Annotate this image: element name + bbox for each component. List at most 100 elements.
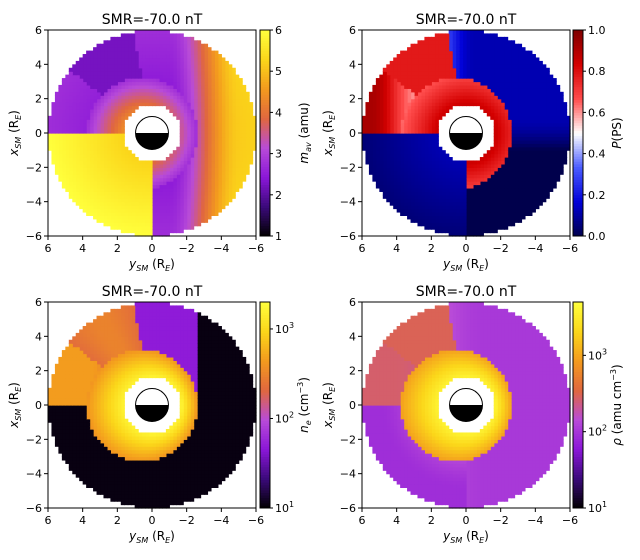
- heatmap-cell: [434, 201, 439, 206]
- heatmap-cell: [113, 170, 118, 175]
- heatmap-cell: [148, 201, 153, 206]
- heatmap-cell: [396, 198, 401, 203]
- heatmap-cell: [131, 105, 136, 110]
- heatmap-cell: [210, 95, 215, 100]
- heatmap-cell: [414, 74, 419, 79]
- heatmap-cell: [445, 153, 450, 158]
- heatmap-cell: [141, 222, 146, 227]
- heatmap-cell: [434, 170, 439, 175]
- heatmap-cell: [100, 98, 105, 103]
- heatmap-cell: [396, 129, 401, 134]
- heatmap-cell: [214, 60, 219, 65]
- heatmap-cell: [186, 198, 191, 203]
- heatmap-cell: [120, 43, 125, 48]
- heatmap-cell: [427, 91, 432, 96]
- heatmap-cell: [511, 187, 516, 192]
- heatmap-cell: [438, 222, 443, 227]
- heatmap-cell: [183, 157, 188, 162]
- heatmap-cell: [518, 167, 523, 172]
- heatmap-cell: [396, 112, 401, 117]
- heatmap-cell: [183, 201, 188, 206]
- heatmap-cell: [155, 194, 160, 199]
- heatmap-cell: [141, 71, 146, 76]
- heatmap-cell: [462, 174, 467, 179]
- heatmap-cell: [528, 91, 533, 96]
- heatmap-cell: [476, 205, 481, 210]
- heatmap-cell: [469, 67, 474, 72]
- heatmap-cell: [197, 153, 202, 158]
- heatmap-cell: [207, 108, 212, 113]
- heatmap-cell: [176, 174, 181, 179]
- heatmap-cell: [445, 187, 450, 192]
- heatmap-cell: [58, 122, 63, 127]
- heatmap-cells: [362, 30, 571, 237]
- heatmap-cell: [228, 122, 233, 127]
- heatmap-cell: [552, 119, 557, 124]
- heatmap-cell: [172, 47, 177, 52]
- heatmap-cell: [193, 153, 198, 158]
- heatmap-cell: [382, 160, 387, 165]
- heatmap-cell: [113, 215, 118, 220]
- heatmap-cell: [452, 225, 457, 230]
- heatmap-cell: [434, 146, 439, 151]
- heatmap-cell: [106, 98, 111, 103]
- heatmap-cell: [217, 177, 222, 182]
- heatmap-cell: [138, 198, 143, 203]
- heatmap-cell: [518, 133, 523, 138]
- heatmap-cell: [521, 205, 526, 210]
- heatmap-cell: [549, 95, 554, 100]
- heatmap-cell: [545, 187, 550, 192]
- heatmap-cell: [434, 174, 439, 179]
- heatmap-cell: [72, 112, 77, 117]
- heatmap-cell: [514, 67, 519, 72]
- heatmap-cell: [210, 129, 215, 134]
- heatmap-cell: [535, 157, 540, 162]
- heatmap-cell: [155, 187, 160, 192]
- heatmap-cell: [134, 229, 139, 234]
- heatmap-cell: [165, 91, 170, 96]
- heatmap-cell: [158, 91, 163, 96]
- heatmap-cell: [538, 184, 543, 189]
- heatmap-cell: [431, 98, 436, 103]
- heatmap-cell: [375, 84, 380, 89]
- heatmap-cell: [438, 194, 443, 199]
- heatmap-cell: [113, 205, 118, 210]
- heatmap-cell: [511, 181, 516, 186]
- heatmap-cell: [514, 95, 519, 100]
- heatmap-cell: [113, 177, 118, 182]
- heatmap-cell: [117, 36, 122, 41]
- heatmap-cell: [427, 136, 432, 141]
- heatmap-cell: [497, 81, 502, 86]
- heatmap-cell: [372, 153, 377, 158]
- heatmap-cell: [131, 47, 136, 52]
- heatmap-cell: [54, 150, 59, 155]
- heatmap-cell: [507, 71, 512, 76]
- heatmap-cell: [221, 157, 226, 162]
- heatmap-cell: [75, 67, 80, 72]
- heatmap-cell: [238, 102, 243, 107]
- heatmap-cell: [120, 211, 125, 216]
- heatmap-cell: [368, 153, 373, 158]
- heatmap-cell: [375, 177, 380, 182]
- heatmap-cell: [82, 108, 87, 113]
- heatmap-cell: [531, 84, 536, 89]
- heatmap-cell: [72, 126, 77, 131]
- heatmap-cell: [469, 163, 474, 168]
- heatmap-cell: [466, 208, 471, 213]
- heatmap-cell: [186, 225, 191, 230]
- heatmap-cell: [382, 143, 387, 148]
- heatmap-cell: [207, 143, 212, 148]
- heatmap-cell: [414, 112, 419, 117]
- heatmap-cell: [438, 105, 443, 110]
- heatmap-cell: [462, 67, 467, 72]
- heatmap-cell: [148, 91, 153, 96]
- heatmap-cell: [120, 102, 125, 107]
- heatmap-cell: [531, 181, 536, 186]
- heatmap-cell: [127, 174, 132, 179]
- heatmap-cell: [441, 150, 446, 155]
- heatmap-cell: [403, 208, 408, 213]
- heatmap-cell: [145, 33, 150, 38]
- heatmap-cell: [504, 67, 509, 72]
- heatmap-cell: [179, 222, 184, 227]
- heatmap-cell: [200, 122, 205, 127]
